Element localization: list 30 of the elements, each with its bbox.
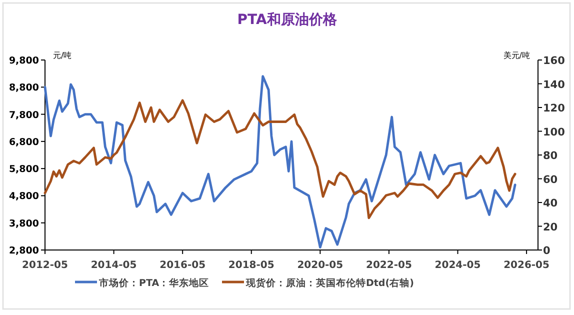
y2-axis-title: 美元/吨 bbox=[503, 51, 530, 60]
x-tick-label: 2016-05 bbox=[160, 260, 206, 271]
y2-tick-label: 160 bbox=[543, 55, 565, 67]
y-tick-label: 7,800 bbox=[8, 110, 40, 121]
x-tick-label: 2018-05 bbox=[228, 260, 274, 271]
y-tick-label: 3,800 bbox=[8, 218, 40, 230]
legend-label: 现货价：原油：英国布伦特Dtd(右轴) bbox=[245, 277, 414, 289]
y-tick-label: 4,800 bbox=[8, 191, 40, 202]
y2-tick-label: 60 bbox=[543, 174, 558, 186]
x-tick-label: 2026-05 bbox=[504, 260, 550, 271]
x-tick-label: 2014-05 bbox=[90, 260, 137, 271]
y-tick-label: 2,800 bbox=[8, 246, 40, 256]
y2-tick-label: 80 bbox=[543, 150, 558, 162]
y-tick-label: 9,800 bbox=[8, 56, 40, 66]
y2-tick-label: 100 bbox=[543, 126, 565, 138]
y2-tick-label: 140 bbox=[543, 78, 565, 91]
x-tick-label: 2024-05 bbox=[434, 260, 481, 271]
y-tick-label: 6,800 bbox=[8, 136, 40, 148]
y-tick-label: 5,800 bbox=[8, 164, 40, 176]
y2-tick-label: 120 bbox=[543, 102, 565, 114]
y2-tick-label: 0 bbox=[543, 245, 550, 257]
y-tick-label: 8,800 bbox=[8, 82, 40, 94]
y-axis-title: 元/吨 bbox=[53, 51, 72, 60]
x-tick-label: 2012-05 bbox=[22, 260, 68, 271]
chart-title: PTA和原油价格 bbox=[237, 12, 338, 28]
y2-tick-label: 20 bbox=[543, 221, 558, 234]
legend-label: 市场价：PTA：华东地区 bbox=[98, 277, 210, 289]
x-tick-label: 2022-05 bbox=[366, 260, 412, 271]
x-tick-label: 2020-05 bbox=[297, 260, 344, 271]
y2-tick-label: 40 bbox=[543, 198, 558, 210]
